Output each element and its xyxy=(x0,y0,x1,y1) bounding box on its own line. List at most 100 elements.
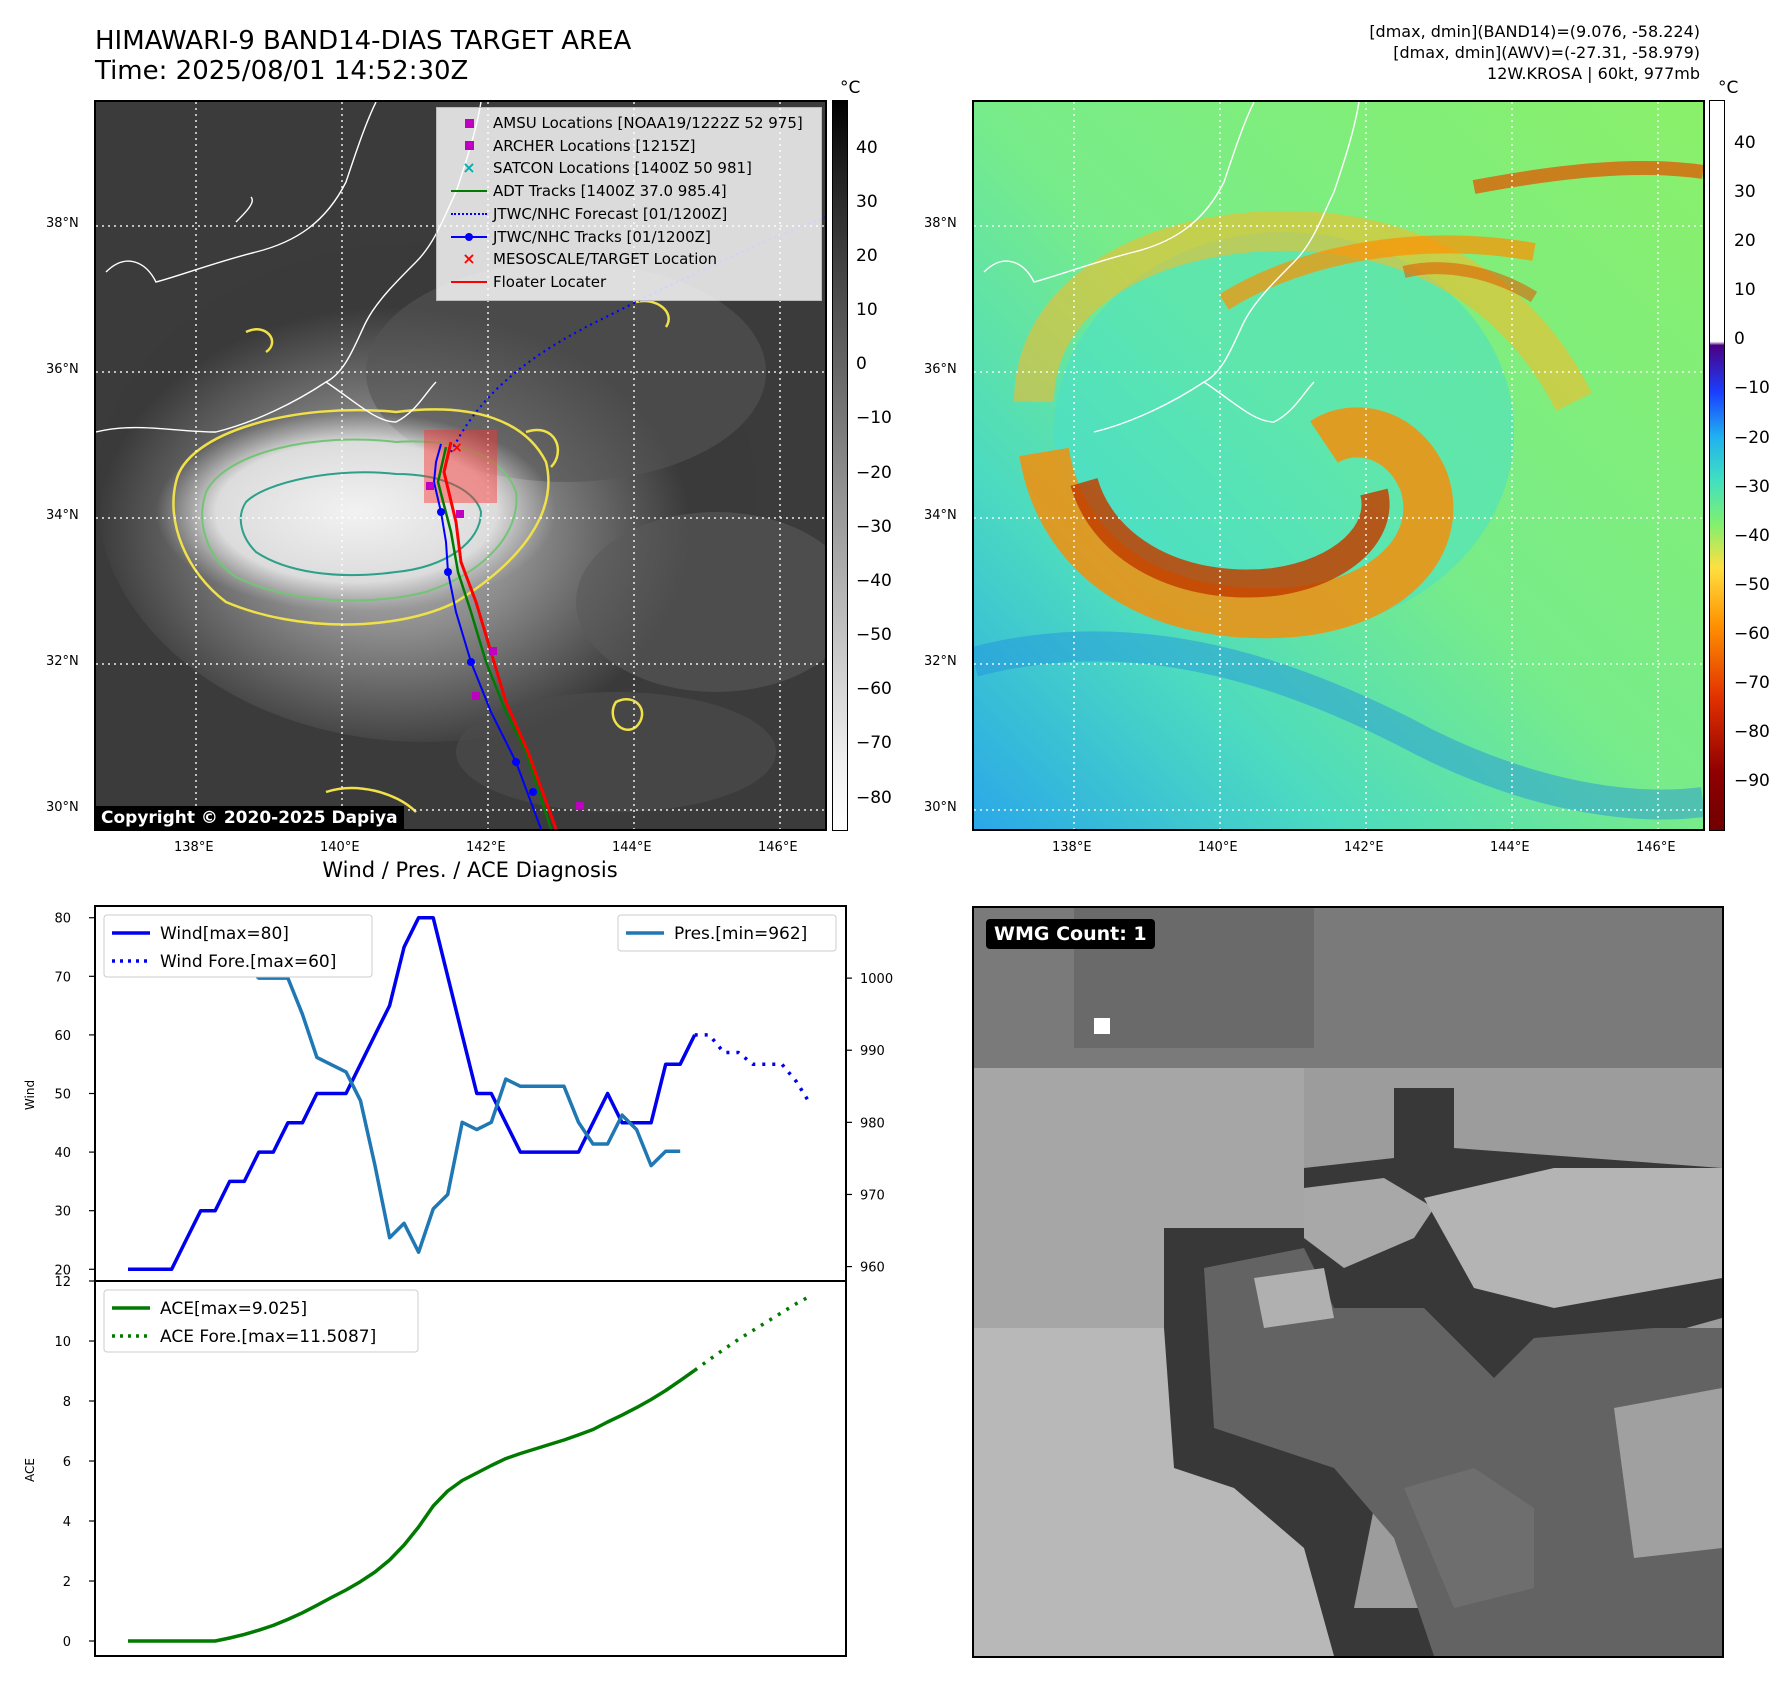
wind-ytick-label: 20 xyxy=(54,1263,71,1278)
ace-ytick-label: 0 xyxy=(63,1635,71,1650)
wind-ytick-label: 40 xyxy=(54,1146,71,1161)
ace-ytick-label: 6 xyxy=(63,1455,71,1470)
lon-tick-label: 146°E xyxy=(1636,840,1676,855)
lon-tick-label: 144°E xyxy=(1490,840,1530,855)
ir-colorbar-tick: −10 xyxy=(856,408,892,429)
wind-series-line xyxy=(128,915,697,1272)
awv-colorbar-tick: −40 xyxy=(1734,525,1770,546)
lon-tick-label: 140°E xyxy=(320,840,360,855)
ace-ytick-label: 2 xyxy=(63,1575,71,1590)
ir-colorbar-tick: −60 xyxy=(856,679,892,700)
legend-entry-label: JTWC/NHC Forecast [01/1200Z] xyxy=(493,204,728,223)
ir-map-legend: AMSU Locations [NOAA19/1222Z 52 975] ARCH… xyxy=(436,107,822,301)
storm-info-text: 12W.KROSA | 60kt, 977mb xyxy=(1487,64,1700,83)
lat-tick-label: 34°N xyxy=(924,508,957,523)
wind-legend-fore: Wind Fore.[max=60] xyxy=(160,952,336,972)
awv-colorbar-tick: 0 xyxy=(1734,329,1745,350)
line-dot-marker-icon xyxy=(445,232,493,241)
lon-tick-label: 144°E xyxy=(612,840,652,855)
awv-colorbar-tick: −60 xyxy=(1734,623,1770,644)
ir-colorbar-tick: −50 xyxy=(856,625,892,646)
pressure-ytick-label: 960 xyxy=(860,1261,885,1276)
legend-entry-label: ADT Tracks [1400Z 37.0 985.4] xyxy=(493,182,727,201)
svg-text:×: × xyxy=(451,440,463,456)
legend-entry-label: AMSU Locations [NOAA19/1222Z 52 975] xyxy=(493,114,803,132)
pressure-ytick-label: 970 xyxy=(860,1188,885,1203)
ir-colorbar-tick: 20 xyxy=(856,246,878,267)
lon-tick-label: 138°E xyxy=(174,840,214,855)
awv-map-image xyxy=(974,102,1703,829)
lat-tick-label: 36°N xyxy=(924,362,957,377)
wind-ytick-label: 30 xyxy=(54,1205,71,1220)
ir-colorbar-tick: −40 xyxy=(856,570,892,591)
title-line-1: HIMAWARI-9 BAND14-DIAS TARGET AREA xyxy=(95,26,632,56)
legend-entry: JTWC/NHC Tracks [01/1200Z] xyxy=(445,226,711,248)
lat-tick-label: 32°N xyxy=(924,654,957,669)
ace-legend-fore: ACE Fore.[max=11.5087] xyxy=(160,1327,376,1347)
lat-tick-label: 30°N xyxy=(46,800,79,815)
pressure-legend: Pres.[min=962] xyxy=(617,914,837,952)
ir-colorbar-tick: 0 xyxy=(856,354,867,375)
awv-colorbar-tick: −80 xyxy=(1734,721,1770,742)
band14-range-text: [dmax, dmin](BAND14)=(9.076, -58.224) xyxy=(1369,22,1700,41)
ace-series-line xyxy=(128,1368,696,1643)
lon-tick-label: 142°E xyxy=(466,840,506,855)
diagnosis-chart-title: Wind / Pres. / ACE Diagnosis xyxy=(322,858,617,882)
wind-legend: Wind[max=80] Wind Fore.[max=60] xyxy=(103,914,373,978)
legend-entry: JTWC/NHC Forecast [01/1200Z] xyxy=(445,203,727,225)
lat-tick-label: 38°N xyxy=(46,216,79,231)
awv-colorbar-unit: °C xyxy=(1718,78,1739,98)
legend-entry-label: JTWC/NHC Tracks [01/1200Z] xyxy=(493,227,711,246)
wind-ytick-label: 60 xyxy=(54,1029,71,1044)
wind-ytick-label: 80 xyxy=(54,912,71,927)
line-marker-icon xyxy=(445,280,493,283)
diagnosis-chart: Wind / Pres. / ACE Diagnosis 20304050607… xyxy=(23,858,893,1657)
pressure-ytick-label: 980 xyxy=(860,1116,885,1131)
lon-tick-label: 142°E xyxy=(1344,840,1384,855)
ace-ytick-label: 8 xyxy=(63,1395,71,1410)
x-marker-icon: × xyxy=(462,249,476,269)
awv-colorbar-tick: −90 xyxy=(1734,770,1770,791)
lat-tick-label: 32°N xyxy=(46,654,79,669)
ace-ytick-label: 10 xyxy=(54,1335,71,1350)
legend-entry-label: SATCON Locations [1400Z 50 981] xyxy=(493,159,752,178)
ir-colorbar-tick: −20 xyxy=(856,462,892,483)
line-marker-icon xyxy=(445,190,493,193)
wmg-panel xyxy=(972,906,1724,1658)
awv-range-text: [dmax, dmin](AWV)=(-27.31, -58.979) xyxy=(1393,43,1700,62)
awv-colorbar xyxy=(1709,100,1725,831)
ace-ytick-label: 4 xyxy=(63,1515,71,1530)
lat-tick-label: 34°N xyxy=(46,508,79,523)
wind-forecast-line xyxy=(694,1033,813,1107)
awv-colorbar-tick: 30 xyxy=(1734,182,1756,203)
legend-entry-label: ARCHER Locations [1215Z] xyxy=(493,136,696,155)
lon-tick-label: 138°E xyxy=(1052,840,1092,855)
legend-entry-label: Floater Locater xyxy=(493,272,607,291)
wmg-count-badge: WMG Count: 1 xyxy=(986,919,1155,949)
square-marker-icon xyxy=(445,141,493,151)
ace-axis-label: ACE xyxy=(23,1458,37,1482)
ir-colorbar-tick: 30 xyxy=(856,191,878,212)
ir-colorbar-tick: 10 xyxy=(856,300,878,321)
lat-tick-label: 36°N xyxy=(46,362,79,377)
lat-tick-label: 30°N xyxy=(924,800,957,815)
wind-ytick-label: 50 xyxy=(54,1088,71,1103)
awv-colorbar-tick: 10 xyxy=(1734,280,1756,301)
lon-tick-label: 146°E xyxy=(758,840,798,855)
legend-entry: × MESOSCALE/TARGET Location xyxy=(445,248,717,270)
ace-legend-obs: ACE[max=9.025] xyxy=(160,1299,307,1319)
awv-colorbar-tick: 40 xyxy=(1734,133,1756,154)
pressure-ytick-label: 1000 xyxy=(860,972,893,987)
figure-title: HIMAWARI-9 BAND14-DIAS TARGET AREA Time: … xyxy=(95,26,631,86)
awv-colorbar-tick: −70 xyxy=(1734,672,1770,693)
dotted-marker-icon xyxy=(445,212,493,215)
pressure-legend-label: Pres.[min=962] xyxy=(674,924,807,944)
pressure-ytick-label: 990 xyxy=(860,1044,885,1059)
lat-tick-label: 38°N xyxy=(924,216,957,231)
wind-axis-label: Wind xyxy=(23,1080,37,1110)
wind-ytick-label: 70 xyxy=(54,970,71,985)
awv-colorbar-tick: −30 xyxy=(1734,476,1770,497)
wind-legend-obs: Wind[max=80] xyxy=(160,924,289,944)
legend-entry: Floater Locater xyxy=(445,271,606,293)
copyright-badge: Copyright © 2020-2025 Dapiya xyxy=(95,806,404,830)
